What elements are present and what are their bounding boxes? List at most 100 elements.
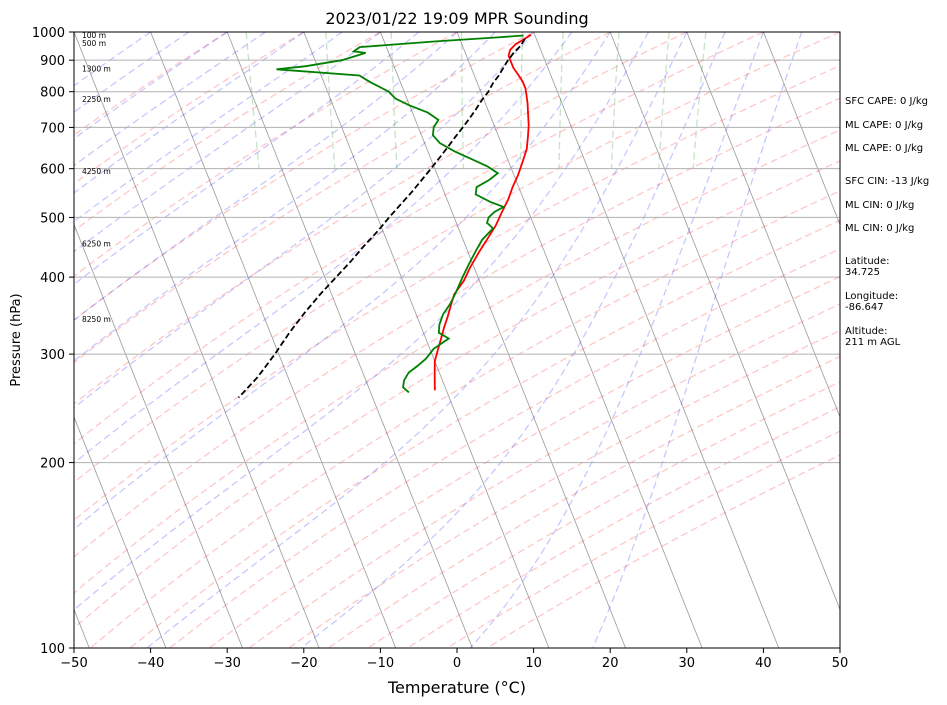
moist-adiabat <box>74 32 228 140</box>
height-label: 100 m <box>82 31 106 40</box>
isotherm <box>686 32 840 419</box>
moist-adiabat <box>469 32 765 648</box>
x-tick-label: 20 <box>602 656 619 671</box>
y-tick-label: 1000 <box>32 26 65 41</box>
y-tick-label: 500 <box>40 211 65 226</box>
height-label: 1300 m <box>82 64 111 73</box>
moist-adiabat <box>74 32 573 464</box>
dry-adiabat <box>74 32 840 484</box>
y-tick-label: 400 <box>40 271 65 286</box>
dry-adiabat <box>74 32 228 136</box>
annotation-text: 34.725 <box>845 267 880 278</box>
annotation-text: SFC CAPE: 0 J/kg <box>845 96 928 107</box>
series-line-3 <box>237 38 526 399</box>
plot-frame <box>73 31 841 649</box>
y-tick-label: 300 <box>40 348 65 363</box>
moist-adiabat <box>74 32 305 194</box>
isotherm <box>609 32 840 611</box>
annotation-text: ML CIN: 0 J/kg <box>845 223 914 234</box>
moist-adiabat <box>74 32 190 113</box>
dry-adiabat <box>169 248 840 648</box>
moist-adiabat <box>74 32 420 286</box>
mixing-ratio-line <box>520 32 524 169</box>
x-tick-label: 40 <box>755 656 772 671</box>
dry-adiabat <box>74 129 840 594</box>
moist-adiabat <box>592 32 803 648</box>
isotherm <box>380 32 626 648</box>
dry-adiabat <box>74 32 611 364</box>
annotation-text: Longitude: <box>845 291 898 302</box>
y-tick-label: 100 <box>40 642 65 657</box>
x-tick-label: −40 <box>137 656 164 671</box>
annotation-text: Altitude: <box>845 326 887 337</box>
mixing-ratio-line <box>245 32 260 169</box>
dry-adiabat <box>74 32 688 405</box>
dry-adiabat <box>248 303 840 648</box>
y-tick-label: 700 <box>40 121 65 136</box>
sounding-series <box>237 33 532 399</box>
isotherm <box>763 32 840 226</box>
dry-adiabat <box>129 219 840 648</box>
dry-adiabat <box>74 160 840 629</box>
isotherm <box>533 32 780 648</box>
dry-adiabat <box>74 32 534 321</box>
y-tick-label: 200 <box>40 457 65 472</box>
dry-adiabat <box>74 32 764 445</box>
mixing-ratio-line <box>558 32 564 169</box>
dry-adiabat <box>208 275 840 648</box>
pressure-gridlines <box>74 31 840 649</box>
height-label: 4250 m <box>82 167 111 176</box>
moist-adiabat <box>74 32 266 167</box>
isotherm <box>150 32 397 648</box>
series-line-1 <box>433 33 532 391</box>
x-tick-label: 50 <box>832 656 849 671</box>
height-label: 8250 m <box>82 315 111 324</box>
moist-adiabat <box>74 32 381 253</box>
annotation-text: SFC CIN: -13 J/kg <box>845 176 929 187</box>
annotation-text: Latitude: <box>845 256 890 267</box>
dry-adiabat <box>89 190 840 648</box>
height-label: 6250 m <box>82 239 111 248</box>
moist-adiabat <box>74 32 650 611</box>
x-tick-label: −10 <box>367 656 394 671</box>
moist-adiabat <box>74 32 496 362</box>
isotherm <box>74 32 320 648</box>
sounding-annotations: SFC CAPE: 0 J/kg ML CAPE: 0 J/kg ML CAPE: … <box>845 96 929 348</box>
x-tick-label: 10 <box>525 656 542 671</box>
height-label: 500 m <box>82 39 106 48</box>
x-tick-label: −30 <box>213 656 240 671</box>
isotherm <box>303 32 550 648</box>
annotation-text: ML CAPE: 0 J/kg <box>845 120 923 131</box>
annotation-text: ML CIN: 0 J/kg <box>845 200 914 211</box>
background-lines <box>74 32 840 648</box>
x-axis-ticks: −50 −40 −30 −20 −10 0 10 20 30 40 50 <box>60 648 848 671</box>
annotation-text: 211 m AGL <box>845 337 901 348</box>
y-axis-label: Pressure (hPa) <box>9 293 24 386</box>
annotation-text: -86.647 <box>845 302 884 313</box>
moist-adiabat <box>74 32 535 409</box>
moist-adiabat <box>300 32 726 648</box>
chart-title: 2023/01/22 19:09 MPR Sounding <box>325 9 588 28</box>
dry-adiabat <box>74 32 458 277</box>
moist-adiabat <box>74 32 343 223</box>
dry-adiabat <box>74 32 381 232</box>
moist-adiabat <box>74 32 458 322</box>
y-tick-label: 600 <box>40 163 65 178</box>
isotherm <box>226 32 473 648</box>
annotation-text: ML CAPE: 0 J/kg <box>845 143 923 154</box>
moist-adiabat <box>74 32 611 530</box>
x-tick-label: 30 <box>679 656 696 671</box>
isotherm <box>456 32 703 648</box>
x-axis-label: Temperature (°C) <box>387 678 526 697</box>
dry-adiabat <box>74 32 305 185</box>
series-line-2 <box>276 34 524 394</box>
y-tick-label: 900 <box>40 54 65 69</box>
isotherm <box>74 415 167 648</box>
y-tick-label: 800 <box>40 86 65 101</box>
moist-adiabat <box>146 32 688 648</box>
height-label: 2250 m <box>82 95 111 104</box>
dry-adiabat <box>74 64 840 522</box>
dry-adiabat <box>74 97 840 558</box>
